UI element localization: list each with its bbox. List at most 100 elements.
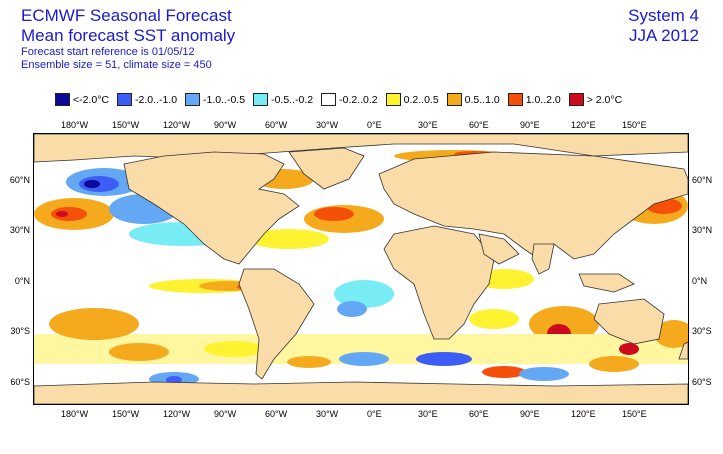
longitude-label: 60°W — [265, 409, 288, 419]
arabian-peninsula — [478, 233, 520, 265]
antarctica — [34, 381, 688, 404]
longitude-label: 150°E — [622, 409, 647, 419]
greenland — [288, 147, 365, 190]
legend-item: -1.0..-0.5 — [185, 93, 245, 106]
legend-label: 0.2..0.5 — [403, 93, 439, 106]
maritime-continent — [578, 273, 635, 293]
legend-label: <-2.0°C — [73, 93, 110, 106]
latitude-label: 0°N — [14, 276, 30, 286]
longitude-label: 60°E — [469, 120, 489, 130]
longitude-label: 90°W — [214, 409, 237, 419]
longitude-label: 150°W — [112, 409, 140, 419]
latitude-label: 60°S — [10, 377, 30, 387]
map-title: ECMWF Seasonal Forecast — [21, 6, 232, 25]
legend-swatch — [507, 93, 523, 106]
legend-swatch — [55, 93, 70, 106]
anomaly-patch — [314, 207, 354, 221]
longitude-label: 60°E — [469, 409, 489, 419]
longitude-label: 180°W — [61, 409, 89, 419]
latitude-label: 30°S — [10, 326, 30, 336]
anomaly-patch — [482, 366, 526, 378]
system-label: System 4 — [628, 6, 699, 25]
legend-label: -1.0..-0.5 — [203, 93, 246, 106]
legend-swatch — [117, 93, 133, 106]
india — [531, 243, 555, 275]
longitude-label: 30°W — [316, 120, 339, 130]
anomaly-patch — [109, 343, 169, 361]
anomaly-patch — [469, 309, 519, 329]
land-masses — [34, 134, 688, 404]
period-label: JJA 2012 — [629, 26, 699, 45]
legend-label: 1.0..2.0 — [525, 93, 561, 106]
latitude-label: 60°S — [692, 377, 712, 387]
new-zealand — [678, 341, 688, 360]
longitude-label: 30°E — [418, 120, 438, 130]
anomaly-patch — [519, 367, 569, 381]
longitude-label: 120°W — [163, 409, 191, 419]
africa — [383, 225, 495, 340]
title-block: ECMWF Seasonal Forecast Mean forecast SS… — [21, 6, 235, 72]
longitude-label: 90°E — [520, 409, 540, 419]
longitude-label: 90°E — [520, 120, 540, 130]
longitude-label: 150°W — [112, 120, 140, 130]
anomaly-patch — [589, 356, 639, 372]
legend-item: -0.2..0.2 — [321, 93, 378, 106]
legend-item: 0.5..1.0 — [446, 93, 500, 106]
legend-item: > 2.0°C — [568, 93, 622, 106]
anomaly-patch — [529, 306, 599, 342]
anomaly-patch — [416, 352, 472, 366]
forecast-start-text: Forecast start reference is 01/05/12 — [21, 46, 195, 58]
longitude-label: 150°E — [622, 120, 647, 130]
ensemble-size-text: Ensemble size = 51, climate size = 450 — [21, 59, 212, 71]
anomaly-patch — [339, 352, 389, 366]
anomaly-patch — [337, 301, 367, 317]
anomaly-patch — [56, 211, 68, 217]
longitude-label: 0°E — [367, 409, 382, 419]
legend-swatch — [385, 93, 401, 106]
north-america — [123, 151, 300, 265]
anomaly-patch — [654, 320, 688, 348]
longitude-label: 120°E — [571, 409, 596, 419]
latitude-label: 60°N — [9, 175, 30, 185]
legend-label: 0.5..1.0 — [464, 93, 500, 106]
australia — [593, 298, 665, 345]
eurasia — [378, 151, 688, 260]
legend-label: -0.5..-0.2 — [271, 93, 314, 106]
longitude-label: 60°W — [265, 120, 288, 130]
longitude-label: 120°W — [163, 120, 191, 130]
longitude-label: 120°E — [571, 120, 596, 130]
legend-item: -2.0..-1.0 — [117, 93, 177, 106]
anomaly-patch — [204, 341, 264, 357]
system-block: System 4 JJA 2012 — [628, 6, 699, 46]
legend-swatch — [185, 93, 201, 106]
map-subtitle: Mean forecast SST anomaly — [21, 26, 236, 45]
anomaly-patch — [51, 207, 87, 221]
longitude-label: 30°E — [418, 409, 438, 419]
longitude-label: 90°W — [214, 120, 237, 130]
latitude-label: 30°S — [692, 326, 712, 336]
south-america — [238, 268, 315, 380]
anomaly-patch — [334, 280, 394, 308]
latitude-label: 0°N — [692, 276, 708, 286]
anomaly-patch — [249, 229, 329, 249]
anomaly-patch — [287, 356, 331, 368]
legend-item: 0.2..0.5 — [385, 93, 439, 106]
legend-swatch — [568, 93, 584, 106]
legend-swatch — [253, 93, 269, 106]
latitude-label: 60°N — [692, 175, 713, 185]
latitude-label: 30°N — [692, 225, 713, 235]
legend-item: <-2.0°C — [55, 93, 109, 106]
legend-swatch — [446, 93, 462, 106]
latitude-label: 30°N — [9, 225, 30, 235]
map-frame — [33, 133, 689, 405]
legend-item: -0.5..-0.2 — [253, 93, 313, 106]
sst-anomaly-map — [34, 134, 688, 404]
legend-label: -0.2..0.2 — [339, 93, 378, 106]
legend-item: 1.0..2.0 — [507, 93, 561, 106]
legend-swatch — [321, 93, 337, 106]
longitude-label: 30°W — [316, 409, 339, 419]
longitude-label: 0°E — [367, 120, 382, 130]
anomaly-patch — [49, 308, 139, 340]
anomaly-patch — [84, 180, 100, 188]
anomaly-patch — [619, 343, 639, 355]
